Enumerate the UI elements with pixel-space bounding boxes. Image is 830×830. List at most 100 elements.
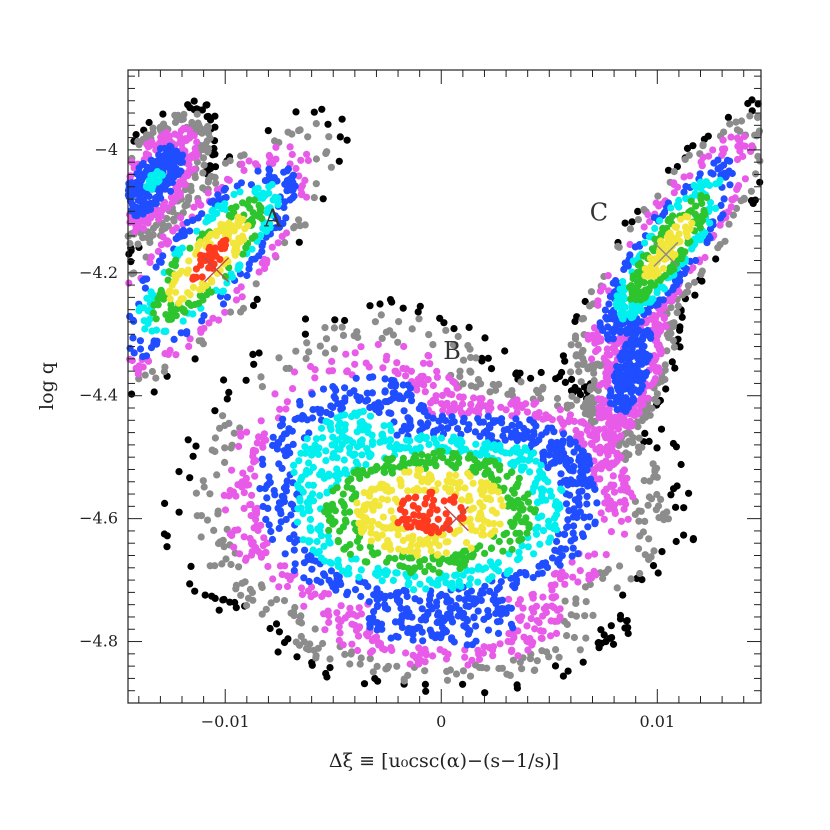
scatter-point — [271, 390, 279, 398]
scatter-point — [263, 494, 271, 502]
scatter-point — [629, 394, 637, 402]
scatter-point — [741, 175, 750, 183]
scatter-point — [465, 581, 473, 589]
scatter-point — [579, 314, 588, 323]
scatter-point — [641, 286, 649, 294]
scatter-point — [514, 614, 523, 622]
scatter-point — [506, 537, 514, 545]
scatter-point — [381, 398, 389, 406]
scatter-point — [281, 180, 289, 188]
y-axis-label: log q — [36, 362, 58, 410]
scatter-point — [470, 394, 478, 402]
scatter-point — [641, 429, 649, 437]
scatter-point — [428, 502, 436, 510]
scatter-point — [373, 603, 381, 611]
scatter-point — [192, 489, 200, 497]
scatter-point — [456, 478, 464, 486]
scatter-point — [317, 554, 325, 562]
scatter-point — [406, 437, 414, 445]
scatter-point — [278, 435, 286, 443]
scatter-point — [577, 468, 585, 476]
scatter-point — [461, 596, 469, 604]
scatter-point — [660, 314, 668, 323]
scatter-point — [171, 118, 180, 126]
scatter-point — [672, 503, 680, 511]
scatter-point — [257, 581, 265, 589]
scatter-point — [638, 382, 647, 390]
scatter-point — [282, 430, 290, 438]
scatter-point — [459, 680, 467, 688]
scatter-point — [740, 132, 749, 140]
scatter-point — [194, 214, 202, 222]
scatter-point — [467, 544, 475, 552]
scatter-point — [505, 595, 513, 603]
scatter-point — [256, 485, 264, 493]
scatter-point — [615, 441, 623, 449]
scatter-point — [645, 535, 653, 543]
scatter-point — [744, 99, 752, 108]
scatter-point — [132, 131, 140, 139]
scatter-point — [227, 444, 235, 452]
scatter-point — [604, 451, 612, 459]
scatter-point — [653, 444, 661, 452]
scatter-point — [621, 295, 629, 303]
scatter-point — [366, 655, 374, 663]
scatter-point — [237, 591, 245, 599]
scatter-point — [296, 401, 304, 409]
scatter-point — [563, 523, 571, 532]
scatter-point — [282, 515, 290, 524]
scatter-point — [468, 656, 476, 664]
scatter-point — [278, 464, 286, 472]
scatter-point — [725, 220, 733, 228]
scatter-point — [357, 592, 365, 601]
scatter-point — [561, 597, 569, 605]
scatter-point — [264, 562, 272, 571]
scatter-point — [619, 591, 627, 599]
scatter-point — [754, 100, 762, 108]
scatter-point — [367, 537, 375, 545]
scatter-point — [409, 651, 417, 659]
scatter-point — [203, 113, 211, 121]
scatter-point — [584, 523, 592, 531]
scatter-point — [289, 385, 297, 393]
scatter-point — [720, 195, 728, 203]
scatter-point — [220, 376, 228, 384]
scatter-point — [243, 271, 251, 280]
scatter-point — [312, 435, 321, 443]
scatter-point — [404, 494, 412, 502]
scatter-point — [578, 530, 587, 538]
scatter-point — [297, 156, 305, 164]
scatter-point — [425, 440, 433, 448]
scatter-point — [545, 517, 553, 525]
scatter-point — [455, 454, 463, 462]
scatter-point — [634, 207, 642, 215]
scatter-point — [497, 496, 505, 504]
scatter-point — [739, 152, 747, 160]
scatter-point — [346, 444, 354, 452]
scatter-point — [382, 567, 390, 575]
scatter-point — [319, 385, 328, 393]
scatter-point — [378, 334, 386, 342]
scatter-point — [726, 120, 734, 128]
scatter-point — [674, 183, 682, 191]
scatter-point — [337, 406, 345, 414]
scatter-point — [570, 633, 579, 642]
scatter-point — [360, 489, 368, 497]
scatter-point — [367, 524, 375, 532]
scatter-point — [515, 554, 524, 562]
scatter-point — [583, 500, 591, 508]
scatter-point — [357, 654, 365, 662]
scatter-point — [387, 507, 395, 515]
scatter-point — [650, 247, 658, 255]
scatter-point — [191, 355, 199, 363]
scatter-point — [635, 517, 643, 525]
scatter-point — [161, 499, 169, 507]
scatter-point — [282, 214, 290, 222]
scatter-point — [300, 602, 308, 610]
scatter-point — [415, 486, 423, 494]
scatter-point — [263, 539, 271, 547]
scatter-point — [435, 417, 443, 425]
scatter-point — [175, 508, 183, 516]
scatter-point — [220, 186, 228, 194]
